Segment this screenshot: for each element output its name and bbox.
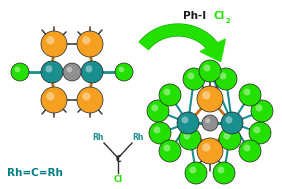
Circle shape [188, 72, 195, 79]
Circle shape [163, 144, 170, 151]
Circle shape [153, 126, 160, 133]
Circle shape [63, 63, 81, 81]
Circle shape [85, 65, 92, 72]
Circle shape [151, 104, 158, 112]
Text: Cl: Cl [113, 176, 123, 184]
Circle shape [205, 118, 210, 123]
Circle shape [213, 162, 235, 184]
Text: Rh: Rh [132, 133, 144, 143]
Circle shape [239, 140, 261, 162]
Circle shape [243, 144, 250, 151]
Circle shape [41, 87, 67, 113]
Circle shape [203, 64, 210, 71]
Circle shape [215, 68, 237, 90]
Circle shape [219, 128, 241, 150]
Circle shape [219, 72, 226, 79]
Circle shape [199, 60, 221, 82]
Circle shape [225, 116, 232, 123]
Text: Rh: Rh [92, 133, 104, 143]
Circle shape [159, 84, 181, 106]
Circle shape [202, 143, 211, 152]
Circle shape [202, 91, 211, 100]
Circle shape [81, 61, 103, 83]
Circle shape [41, 61, 63, 83]
Circle shape [243, 88, 250, 95]
Circle shape [177, 112, 199, 134]
Circle shape [149, 122, 171, 144]
Circle shape [183, 68, 205, 90]
Circle shape [185, 162, 207, 184]
Circle shape [45, 65, 52, 72]
Text: Ph-I: Ph-I [183, 11, 206, 21]
Circle shape [251, 100, 273, 122]
Circle shape [217, 166, 224, 174]
Circle shape [202, 115, 218, 131]
Circle shape [82, 36, 91, 45]
Text: 2: 2 [226, 18, 231, 24]
Polygon shape [200, 39, 225, 61]
Circle shape [11, 63, 29, 81]
Circle shape [223, 132, 230, 139]
Circle shape [254, 126, 261, 133]
Circle shape [119, 67, 124, 72]
Circle shape [163, 88, 170, 95]
Circle shape [197, 138, 223, 164]
Circle shape [77, 87, 103, 113]
Text: Rh=C=Rh: Rh=C=Rh [7, 168, 63, 178]
Circle shape [179, 128, 201, 150]
Circle shape [249, 122, 271, 144]
Circle shape [239, 84, 261, 106]
Circle shape [77, 31, 103, 57]
Circle shape [197, 86, 223, 112]
Circle shape [82, 92, 91, 101]
Circle shape [46, 92, 54, 101]
Circle shape [183, 132, 190, 139]
Text: C: C [115, 156, 121, 164]
Circle shape [67, 67, 72, 72]
Circle shape [255, 104, 263, 112]
Circle shape [181, 116, 188, 123]
Circle shape [115, 63, 133, 81]
Circle shape [159, 140, 181, 162]
Circle shape [46, 36, 54, 45]
Circle shape [221, 112, 243, 134]
Circle shape [41, 31, 67, 57]
Circle shape [15, 67, 20, 72]
Text: Cl: Cl [213, 11, 224, 21]
Circle shape [147, 100, 169, 122]
Circle shape [190, 166, 197, 174]
